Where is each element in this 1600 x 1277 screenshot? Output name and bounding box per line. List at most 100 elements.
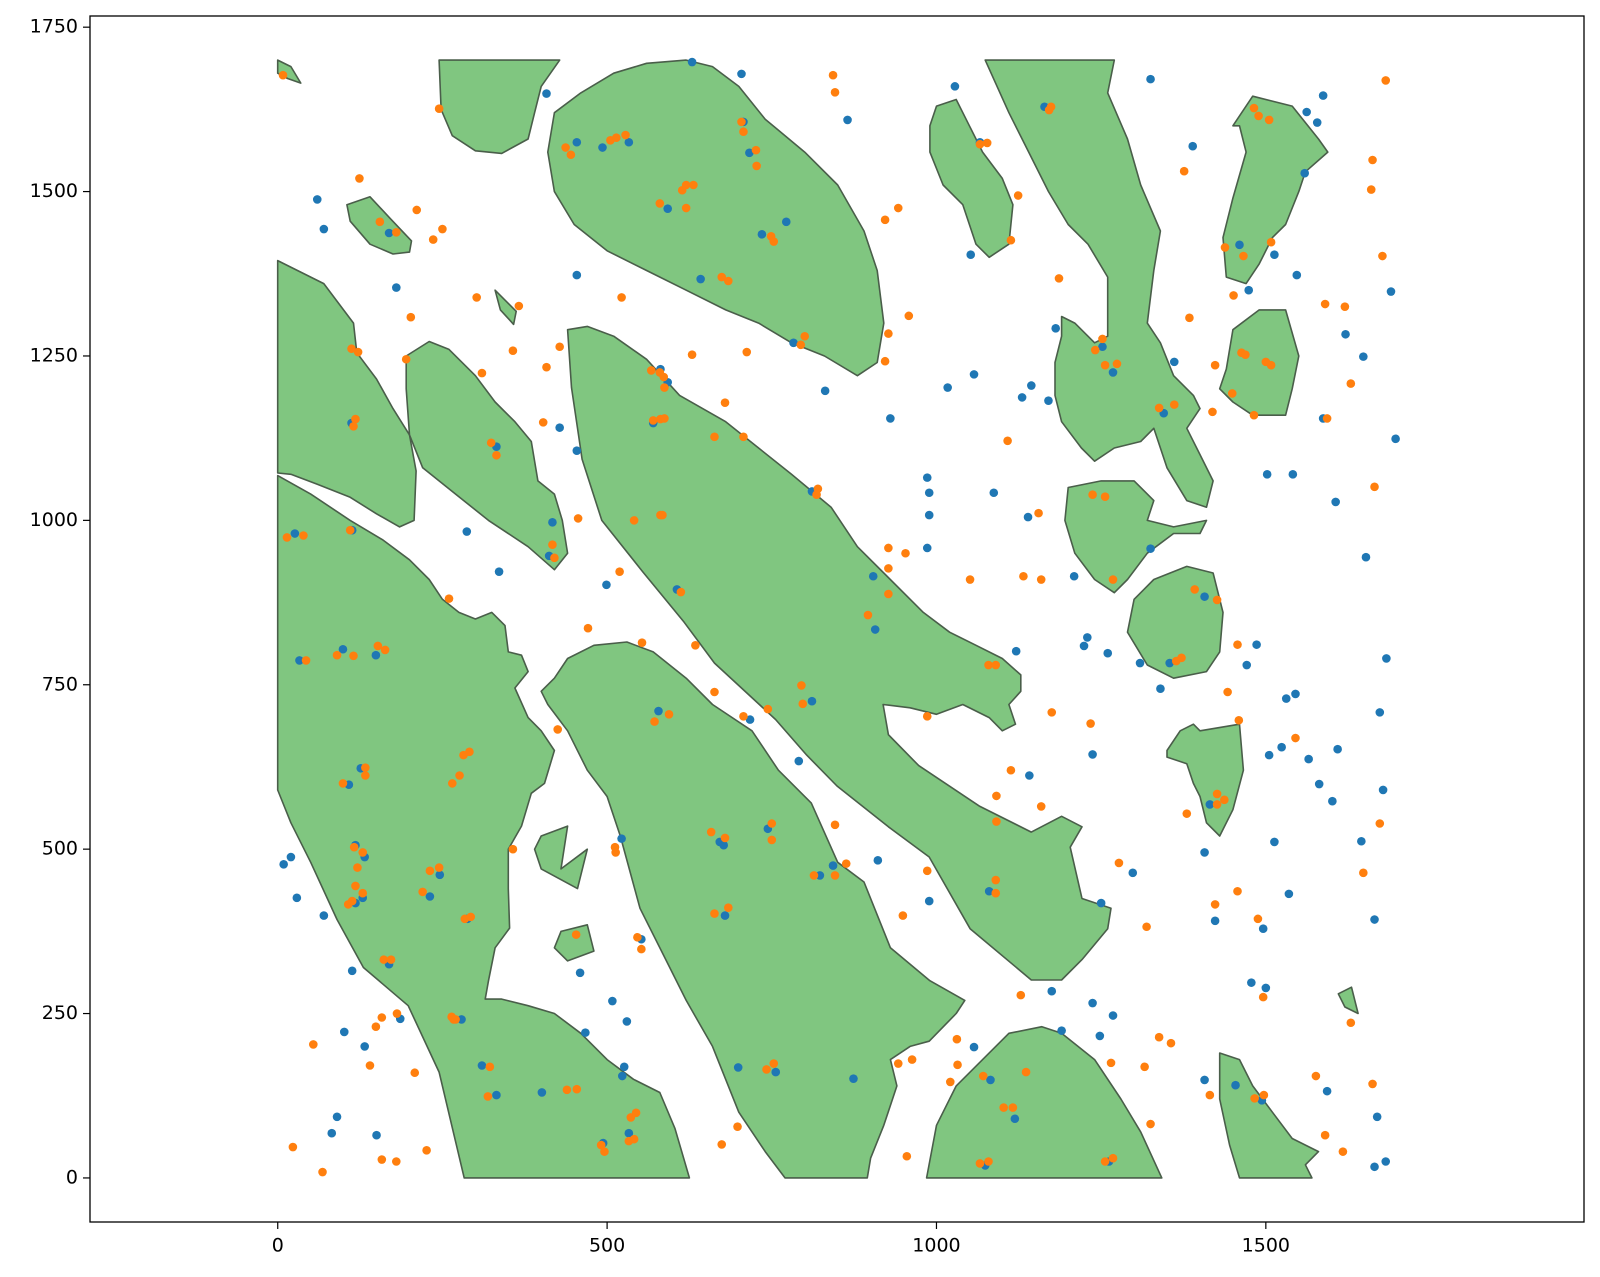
scatter-point (1003, 436, 1012, 446)
scatter-point (992, 791, 1001, 801)
scatter-point (658, 510, 667, 520)
scatter-point (771, 1067, 781, 1077)
scatter-point (1220, 243, 1230, 252)
scatter-point (278, 70, 288, 80)
y-tick-label: 0 (66, 1166, 78, 1188)
scatter-point (1288, 470, 1298, 479)
scatter-point (1108, 1011, 1118, 1020)
scatter-point (1095, 1031, 1105, 1041)
scatter-point (1322, 414, 1332, 423)
scatter-point (898, 911, 908, 920)
scatter-point (812, 490, 821, 500)
land-polygon (276, 474, 691, 1179)
scatter-point (1090, 345, 1100, 355)
scatter-point (1036, 575, 1046, 584)
y-tick-label: 1500 (30, 180, 78, 202)
scatter-point (492, 450, 501, 460)
scatter-point (767, 819, 777, 828)
scatter-point (1205, 1090, 1215, 1100)
scatter-point (1034, 508, 1043, 518)
scatter-point (1036, 802, 1046, 811)
scatter-point (286, 852, 296, 862)
scatter-point (724, 903, 733, 912)
scatter-point (710, 432, 719, 442)
scatter-point (1006, 235, 1016, 245)
scatter-point (1284, 889, 1294, 899)
scatter-point (710, 909, 719, 918)
scatter-point (553, 725, 562, 734)
scatter-point (1017, 393, 1027, 402)
land-polygon (929, 98, 1014, 259)
scatter-point (377, 1155, 387, 1164)
scatter-point (299, 531, 308, 540)
x-tick-label: 0 (272, 1235, 284, 1257)
scatter-point (377, 1013, 387, 1022)
scatter-point (624, 1128, 634, 1138)
scatter-point (508, 844, 518, 854)
scatter-point (706, 827, 716, 837)
scatter-point (319, 224, 329, 234)
scatter-point (457, 1015, 466, 1024)
land-polygon (553, 924, 595, 962)
scatter-point (1114, 858, 1124, 868)
scatter-point (884, 543, 893, 553)
scatter-point (1205, 800, 1215, 809)
scatter-point (1252, 640, 1261, 649)
scatter-point (371, 650, 381, 660)
scatter-point (1378, 785, 1388, 795)
scatter-point (583, 623, 593, 633)
scatter-point (1013, 191, 1023, 200)
scatter-point (1016, 990, 1026, 1000)
scatter-point (477, 368, 487, 378)
land-polygon (984, 59, 1214, 508)
scatter-point (1088, 490, 1097, 500)
scatter-point (884, 564, 893, 573)
land-polygon (1218, 309, 1300, 416)
scatter-point (1006, 765, 1016, 775)
scatter-point (1262, 470, 1272, 479)
scatter-point (1382, 654, 1391, 663)
scatter-point (975, 1159, 985, 1168)
scatter-point (1264, 115, 1274, 125)
scatter-point (737, 117, 746, 127)
scatter-point (622, 1017, 632, 1026)
scatter-point (843, 115, 852, 125)
scatter-point (999, 1103, 1008, 1112)
scatter-point (1340, 302, 1350, 311)
scatter-point (1083, 633, 1092, 642)
scatter-point (904, 311, 914, 321)
scatter-point (751, 145, 761, 155)
scatter-point (339, 1027, 349, 1037)
scatter-point (943, 383, 952, 392)
scatter-point (1233, 640, 1242, 649)
scatter-point (952, 1034, 962, 1044)
scatter-point (797, 681, 806, 690)
scatter-point (739, 432, 748, 442)
scatter-point (798, 699, 808, 709)
scatter-point (1008, 1103, 1018, 1112)
scatter-point (924, 488, 934, 498)
land-polygon (1166, 723, 1245, 837)
scatter-point (1253, 914, 1263, 924)
land-polygon (494, 289, 517, 326)
scatter-point (1223, 687, 1232, 697)
scatter-point (1011, 646, 1021, 656)
scatter-point (1333, 744, 1342, 754)
scatter-point (425, 892, 435, 901)
scatter-point (1318, 91, 1328, 100)
scatter-point (637, 638, 647, 647)
scatter-point (719, 840, 728, 850)
scatter-point (710, 687, 719, 697)
scatter-point (1212, 800, 1222, 809)
scatter-point (660, 383, 669, 392)
scatter-point (648, 416, 658, 425)
scatter-point (681, 203, 691, 213)
scatter-point (1182, 809, 1192, 818)
scatter-point (1359, 352, 1368, 361)
scatter-point (617, 834, 626, 843)
scatter-point (984, 660, 993, 670)
land-polygon (1222, 95, 1329, 285)
scatter-point (1046, 102, 1056, 112)
scatter-point (598, 143, 607, 152)
